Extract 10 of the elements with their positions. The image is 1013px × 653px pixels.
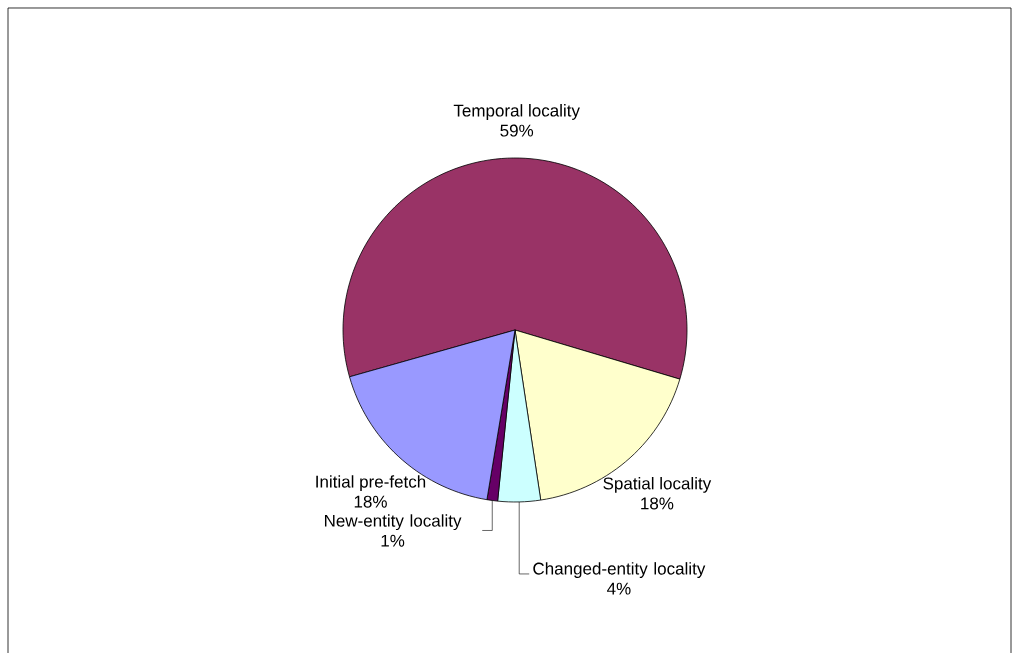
legend-label: New-entity locality — [324, 514, 462, 530]
slice-label: Changed-entity locality — [533, 561, 706, 578]
data-label: 1% — [381, 534, 405, 547]
data-label: 4% — [607, 582, 631, 595]
slice-label: Initial pre-fetch — [316, 475, 426, 491]
data-label: 59% — [500, 124, 534, 137]
data-label: 18% — [354, 495, 387, 508]
slice-label: Spatial locality — [603, 476, 712, 493]
slice-label: Temporal locality — [453, 103, 580, 120]
data-label: 18% — [641, 497, 674, 510]
